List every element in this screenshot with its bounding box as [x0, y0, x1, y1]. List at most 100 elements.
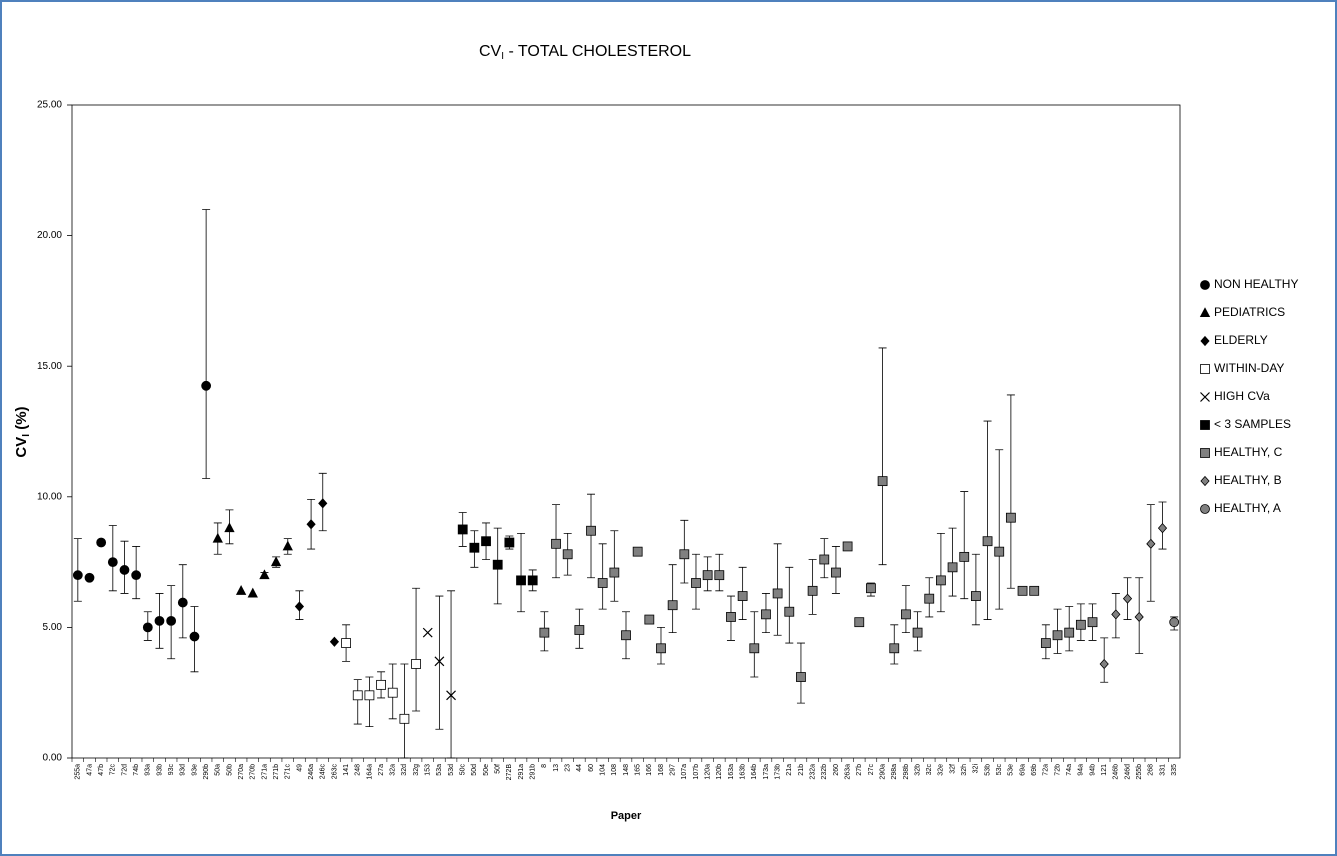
- error-bar: [995, 449, 1004, 610]
- data-point: [306, 519, 316, 530]
- x-tick-label: 50c: [460, 764, 467, 776]
- legend-label: HEALTHY, A: [1214, 501, 1281, 515]
- x-tick-label: 246a: [308, 764, 315, 780]
- y-tick-label: 0.00: [43, 753, 63, 764]
- error-bar: [668, 564, 677, 634]
- data-point: [667, 600, 678, 611]
- y-tick-label: 20.00: [37, 230, 62, 241]
- y-tick-label: 25.00: [37, 100, 62, 111]
- x-tick-label: 260: [833, 764, 840, 776]
- data-point: [959, 551, 970, 562]
- data-point: [912, 627, 923, 638]
- data-point: [492, 559, 503, 570]
- data-point: [1146, 538, 1156, 549]
- y-tick-label: 15.00: [37, 361, 62, 372]
- x-tick-label: 53a: [436, 764, 443, 776]
- x-tick-label: 32c: [926, 764, 933, 776]
- data-point: [877, 476, 888, 487]
- data-point: [889, 643, 900, 654]
- x-tick-label: 94a: [1078, 764, 1085, 776]
- data-point: [516, 575, 526, 586]
- data-point: [364, 690, 375, 701]
- x-tick-label: 232a: [809, 764, 816, 780]
- error-bar: [353, 679, 362, 725]
- legend-marker: [1200, 280, 1210, 290]
- legend-label: HIGH CVa: [1214, 389, 1270, 403]
- data-point: [1017, 585, 1028, 596]
- data-point: [469, 542, 480, 553]
- x-tick-label: 21b: [798, 764, 805, 776]
- x-tick-label: 335: [1171, 764, 1178, 776]
- error-bar: [901, 585, 910, 634]
- x-tick-label: 69a: [1019, 764, 1026, 776]
- data-point: [539, 627, 550, 638]
- data-point: [644, 614, 655, 625]
- x-tick-label: 27a: [378, 764, 385, 776]
- data-point: [1099, 658, 1109, 670]
- error-bar: [1006, 394, 1015, 589]
- data-point: [166, 615, 177, 626]
- data-point: [1157, 523, 1168, 534]
- data-point: [551, 538, 561, 549]
- data-point: [247, 587, 258, 598]
- error-bar: [447, 590, 456, 759]
- x-axis-label: Paper: [611, 810, 642, 822]
- x-tick-label: 53e: [1008, 764, 1015, 776]
- legend-marker: [1199, 307, 1211, 318]
- error-bar: [936, 532, 945, 613]
- data-point: [1029, 585, 1040, 596]
- error-bar: [971, 553, 980, 626]
- data-point: [970, 591, 981, 601]
- data-point: [96, 537, 107, 548]
- x-tick-label: 32i: [973, 764, 980, 774]
- data-point: [924, 593, 935, 604]
- data-point: [772, 588, 783, 599]
- x-tick-label: 32b: [914, 764, 921, 776]
- x-tick-label: 268: [1148, 764, 1155, 776]
- data-point: [737, 591, 748, 601]
- data-point: [201, 380, 212, 391]
- data-point: [341, 638, 351, 648]
- x-tick-label: 60: [588, 764, 595, 772]
- data-point: [504, 537, 515, 548]
- x-tick-label: 74b: [133, 764, 140, 776]
- x-tick-label: 44: [576, 764, 583, 772]
- data-point: [1134, 611, 1144, 623]
- data-point: [434, 656, 445, 667]
- x-tick-label: 290b: [203, 764, 210, 780]
- y-tick-label: 5.00: [43, 622, 63, 633]
- data-point: [819, 554, 830, 565]
- x-tick-label: 232b: [821, 764, 828, 780]
- ylabel-part: CV: [13, 437, 30, 458]
- error-bar: [983, 420, 992, 620]
- error-bar: [517, 532, 526, 613]
- title-part: - TOTAL CHOLESTEROL: [504, 43, 691, 60]
- error-bar: [365, 676, 374, 728]
- title-sub: I: [501, 51, 504, 62]
- data-point: [235, 585, 247, 595]
- data-point: [1040, 638, 1051, 648]
- error-bar: [1146, 504, 1155, 602]
- data-point: [131, 570, 142, 581]
- x-tick-label: 255b: [1136, 764, 1143, 780]
- data-point: [947, 562, 958, 573]
- x-tick-label: 163b: [739, 764, 746, 780]
- ylabel-part: (%): [13, 406, 30, 434]
- x-tick-label: 74a: [1066, 764, 1073, 776]
- legend-marker: [1200, 335, 1210, 347]
- data-point: [621, 630, 631, 641]
- data-point: [714, 570, 725, 581]
- x-tick-label: 272B: [506, 764, 513, 781]
- data-point: [982, 536, 993, 547]
- x-tick-label: 164b: [751, 764, 758, 780]
- legend-label: NON HEALTHY: [1214, 277, 1298, 291]
- data-point: [691, 578, 701, 588]
- error-bar: [412, 587, 421, 712]
- x-tick-label: 153: [425, 764, 432, 776]
- x-tick-label: 163a: [728, 764, 735, 780]
- data-point: [446, 690, 456, 701]
- data-point: [142, 622, 153, 633]
- data-point: [270, 556, 282, 567]
